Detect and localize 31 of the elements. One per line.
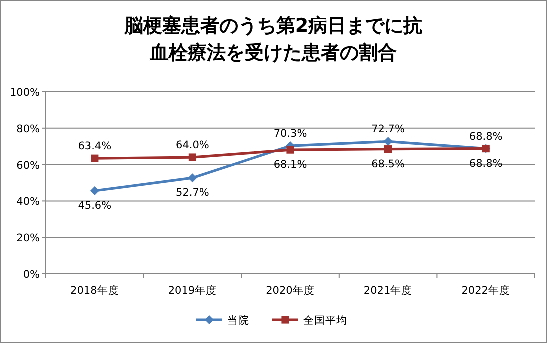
x-tick-label: 2018年度 <box>70 284 120 297</box>
legend-label: 全国平均 <box>304 315 348 327</box>
x-tick-label: 2019年度 <box>168 284 218 297</box>
data-label: 64.0% <box>176 140 210 152</box>
data-label: 68.1% <box>274 159 308 172</box>
x-tick-label: 2022年度 <box>462 284 510 297</box>
y-tick-label: 40% <box>16 196 40 208</box>
x-tick-label: 2020年度 <box>266 284 315 297</box>
data-label: 52.7% <box>176 187 210 200</box>
data-label: 68.5% <box>372 158 405 170</box>
data-label: 68.8% <box>469 158 503 170</box>
point <box>90 186 100 196</box>
chart-title: 脳梗塞患者のうち第2病日までに抗血栓療法を受けた患者の割合 <box>123 15 423 64</box>
y-tick-label: 20% <box>16 232 40 245</box>
point <box>286 146 294 154</box>
y-tick-label: 60% <box>16 160 40 172</box>
y-tick-label: 80% <box>16 123 40 136</box>
data-label: 72.7% <box>372 124 405 136</box>
point <box>384 146 392 154</box>
data-label: 63.4% <box>78 140 112 153</box>
data-label: 45.6% <box>78 200 112 212</box>
legend-label: 当院 <box>228 314 250 327</box>
point <box>384 137 393 146</box>
point <box>188 154 196 162</box>
point <box>91 154 99 162</box>
data-label: 70.3% <box>274 128 308 140</box>
data-label: 68.8% <box>469 130 503 143</box>
y-tick-label: 0% <box>23 269 40 281</box>
y-tick-label: 100% <box>10 87 40 99</box>
x-tick-label: 2021年度 <box>364 284 413 297</box>
point <box>188 174 198 183</box>
